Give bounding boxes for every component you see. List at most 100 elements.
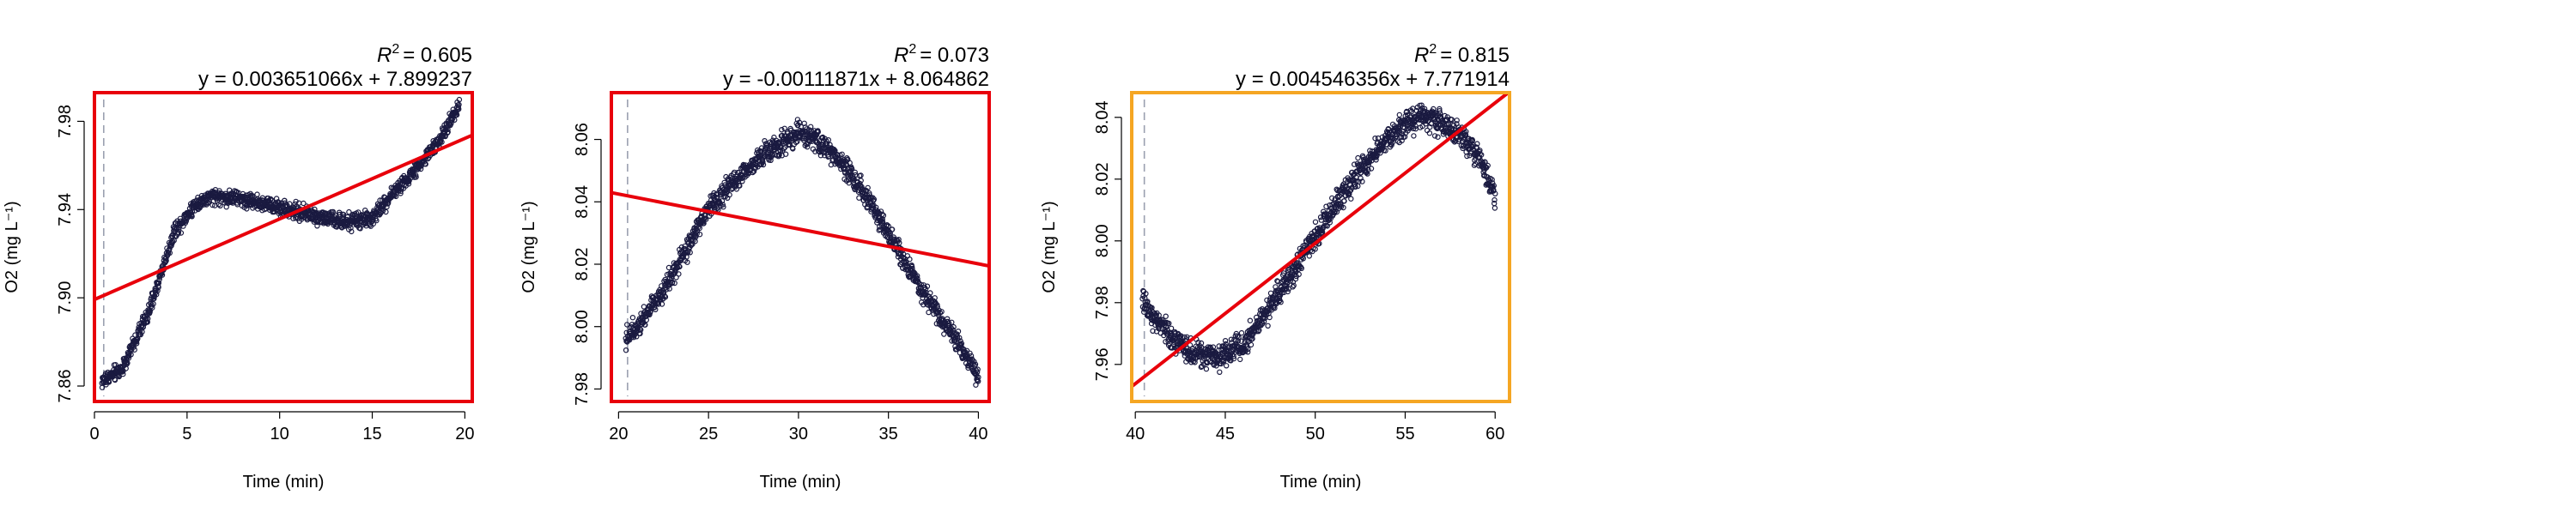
data-point: [858, 172, 864, 178]
data-point: [951, 323, 957, 330]
data-point: [153, 292, 160, 298]
data-point: [147, 300, 154, 306]
x-tick-label: 20: [609, 425, 628, 444]
data-point: [907, 256, 913, 263]
y-tick-label: 8.00: [573, 310, 592, 343]
data-point: [896, 239, 902, 246]
y-tick-label: 7.96: [1093, 347, 1112, 381]
regression-line: [94, 133, 472, 301]
y-tick-label: 7.98: [573, 372, 592, 406]
data-point: [1355, 154, 1361, 161]
data-point: [950, 327, 956, 333]
data-point: [884, 222, 890, 228]
data-point: [623, 347, 629, 353]
data-point: [1143, 291, 1149, 297]
data-point: [926, 309, 932, 316]
data-point: [825, 136, 832, 143]
x-tick-label: 45: [1216, 425, 1235, 444]
data-point: [1353, 178, 1359, 184]
data-point: [762, 137, 768, 144]
data-point: [726, 191, 732, 198]
data-point: [1203, 365, 1210, 372]
data-point: [348, 225, 354, 231]
data-point: [1489, 180, 1496, 186]
data-point: [781, 144, 788, 151]
data-point: [949, 319, 955, 325]
data-point: [796, 119, 803, 125]
y-tick-label: 7.94: [56, 193, 75, 226]
data-point: [671, 280, 677, 287]
y-axis-title: O2 (mg L⁻¹): [3, 201, 21, 293]
data-point: [842, 162, 849, 168]
data-point: [1411, 133, 1417, 139]
data-point: [1232, 338, 1239, 344]
data-point: [1359, 178, 1365, 184]
data-point: [852, 169, 859, 176]
data-point: [975, 366, 981, 372]
data-point: [779, 126, 785, 133]
data-point: [273, 196, 280, 202]
data-point: [445, 126, 451, 133]
data-point: [150, 301, 156, 307]
x-axis-title: Time (min): [1280, 473, 1362, 492]
data-point: [131, 347, 137, 353]
data-point: [1248, 341, 1255, 348]
data-point: [1298, 265, 1305, 271]
data-point: [1178, 333, 1184, 339]
data-point: [640, 314, 647, 320]
r-squared-superscript: 2: [908, 42, 916, 57]
data-point: [413, 174, 419, 180]
data-point: [374, 217, 380, 224]
r-squared-annotation: R2 = 0.073: [894, 42, 989, 67]
data-point: [739, 178, 745, 184]
data-point: [137, 331, 143, 338]
y-axis-title: O2 (mg L⁻¹): [519, 201, 538, 293]
data-point: [346, 208, 352, 215]
data-point: [1437, 107, 1443, 114]
data-point: [684, 259, 690, 265]
data-point: [973, 382, 979, 388]
x-tick-label: 35: [879, 425, 898, 444]
r-squared-value: = 0.605: [403, 44, 472, 67]
data-point: [167, 250, 173, 256]
data-point: [782, 151, 789, 157]
data-point: [341, 211, 347, 218]
data-point: [661, 293, 668, 299]
x-tick-label: 5: [182, 425, 191, 444]
data-point: [896, 237, 902, 243]
r-squared-symbol: R: [1414, 44, 1429, 67]
data-point: [1449, 117, 1455, 123]
data-point: [664, 287, 670, 293]
y-tick-label: 8.02: [573, 248, 592, 281]
data-point: [768, 157, 774, 163]
data-point: [244, 206, 250, 212]
data-point: [144, 319, 150, 325]
data-point: [151, 295, 157, 302]
fit-equation: y = -0.00111871x + 8.064862: [723, 68, 989, 91]
data-point: [941, 331, 947, 337]
data-point: [301, 200, 307, 207]
data-point: [1245, 346, 1251, 353]
x-tick-label: 60: [1485, 425, 1504, 444]
data-point: [445, 129, 451, 136]
data-point: [1348, 196, 1354, 202]
data-point: [1463, 129, 1469, 135]
data-point: [805, 143, 811, 150]
data-point: [624, 322, 630, 328]
data-point: [120, 371, 126, 377]
data-point: [702, 215, 708, 221]
data-point: [99, 384, 106, 390]
data-point: [910, 269, 917, 275]
data-point: [1380, 144, 1386, 151]
data-point: [720, 203, 726, 210]
data-point: [924, 283, 931, 289]
data-point: [1244, 349, 1251, 355]
data-point: [1323, 203, 1329, 209]
data-point: [398, 185, 404, 192]
data-point: [1368, 166, 1375, 172]
data-point: [349, 228, 355, 235]
data-point: [178, 230, 185, 236]
data-point: [662, 294, 669, 300]
